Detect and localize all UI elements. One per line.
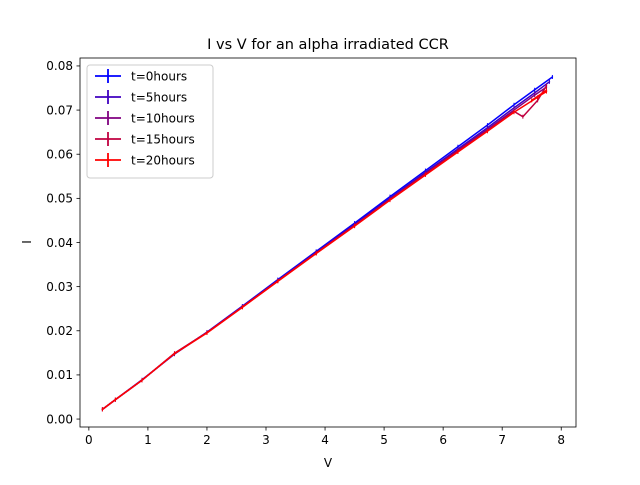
axes-layer: 0 1 2 3 4 5 6 7 8 0.00 0.01 0.02 0.03 0.04 0.05 0.06 0.0… — [46, 57, 577, 447]
x-axis-label: V — [324, 456, 333, 470]
x-tick-label: 2 — [203, 433, 211, 447]
x-tick-label: 7 — [498, 433, 506, 447]
y-tick-label: 0.00 — [46, 412, 73, 426]
y-tick-label: 0.06 — [46, 148, 73, 162]
y-tick-label: 0.03 — [46, 280, 73, 294]
legend-label: t=0hours — [131, 70, 187, 84]
x-tick-label: 6 — [439, 433, 447, 447]
x-tick-label: 8 — [557, 433, 565, 447]
legend: t=0hours t=5hours t=10hours t=15hours t=20ho… — [86, 64, 214, 179]
y-tick-label: 0.07 — [46, 103, 73, 117]
legend-label: t=5hours — [131, 91, 187, 105]
chart-title: I vs V for an alpha irradiated CCR — [207, 37, 449, 53]
y-tick-label: 0.08 — [46, 59, 73, 73]
series-line-4 — [101, 89, 548, 411]
y-tick-label: 0.04 — [46, 236, 73, 250]
y-axis-label: I — [20, 240, 34, 244]
y-tick-label: 0.02 — [46, 324, 73, 338]
y-tick-label: 0.01 — [46, 368, 73, 382]
x-tick-label: 5 — [380, 433, 388, 447]
y-tick-label: 0.05 — [46, 192, 73, 206]
legend-label: t=15hours — [131, 133, 195, 147]
x-tick-label: 3 — [262, 433, 270, 447]
series-group — [101, 74, 554, 412]
legend-label: t=20hours — [131, 154, 195, 168]
x-tick-label: 1 — [144, 433, 152, 447]
x-tick-label: 0 — [85, 433, 93, 447]
legend-label: t=10hours — [131, 112, 195, 126]
legend-box — [86, 64, 214, 179]
plot-layer — [101, 74, 554, 412]
x-tick-label: 4 — [321, 433, 329, 447]
